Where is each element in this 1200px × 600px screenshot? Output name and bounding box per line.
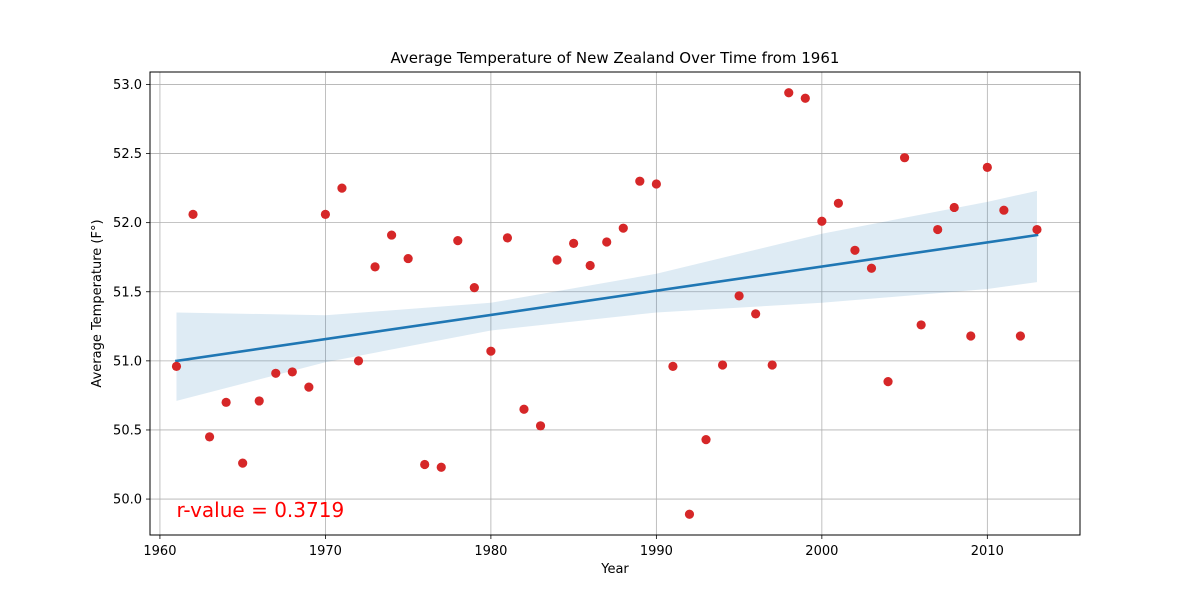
data-point — [618, 223, 628, 233]
data-point — [899, 153, 910, 163]
data-point — [850, 245, 860, 255]
data-point — [271, 368, 281, 378]
data-point — [1015, 331, 1026, 341]
data-point — [204, 432, 215, 442]
data-point — [403, 253, 413, 264]
x-tick-label: 1980 — [474, 544, 507, 559]
data-point — [585, 260, 595, 271]
data-point — [304, 382, 314, 392]
data-point — [966, 331, 976, 341]
y-tick-label: 53.0 — [113, 78, 142, 93]
data-point — [502, 233, 513, 243]
data-point — [982, 162, 992, 172]
x-tick-label: 1960 — [143, 544, 176, 559]
data-point — [602, 237, 612, 247]
y-tick-label: 50.5 — [113, 423, 142, 438]
chart-title: Average Temperature of New Zealand Over … — [391, 49, 840, 67]
data-point — [387, 230, 397, 240]
data-point — [866, 263, 877, 273]
plot-frame — [149, 71, 1081, 536]
data-point — [469, 283, 479, 293]
data-point — [784, 88, 794, 98]
data-point — [420, 459, 430, 470]
data-point — [916, 320, 926, 330]
data-point — [519, 404, 529, 414]
y-tick-label: 52.5 — [113, 147, 142, 162]
confidence-band — [176, 190, 1037, 401]
grid-lines — [150, 72, 1080, 535]
data-point — [436, 462, 446, 472]
data-point — [337, 183, 347, 193]
data-point — [949, 202, 959, 213]
x-tick-label: 1990 — [640, 544, 673, 559]
data-point — [320, 209, 331, 219]
y-tick-label: 52.0 — [113, 216, 142, 231]
data-point — [238, 458, 248, 468]
data-point — [188, 209, 198, 219]
data-point — [668, 361, 678, 371]
data-points-group — [171, 88, 1042, 519]
data-point — [221, 397, 231, 407]
x-tick-label: 2000 — [805, 544, 838, 559]
confidence-band-group — [176, 190, 1037, 401]
data-point — [486, 346, 496, 356]
data-point — [751, 309, 761, 319]
data-point — [684, 509, 695, 519]
data-point — [734, 291, 744, 301]
data-point — [933, 224, 943, 235]
data-point — [353, 356, 364, 366]
data-point — [370, 262, 380, 272]
data-point — [635, 176, 645, 186]
r-value-annotation: r-value = 0.3719 — [176, 498, 344, 522]
data-point — [817, 216, 827, 226]
data-point — [1032, 224, 1042, 235]
x-axis-label: Year — [600, 562, 629, 577]
x-tick-label: 1970 — [309, 544, 342, 559]
data-point — [767, 360, 777, 370]
data-point — [171, 361, 182, 371]
data-point — [800, 93, 810, 103]
data-point — [883, 376, 893, 387]
data-point — [651, 179, 661, 189]
data-point — [833, 198, 843, 208]
data-point — [453, 236, 463, 246]
x-axis-ticks: 1960 1970 1980 1990 2000 2010 — [143, 535, 1004, 559]
y-tick-label: 50.0 — [113, 493, 142, 508]
regression-line — [175, 233, 1039, 363]
data-point — [535, 421, 546, 431]
y-axis-label: Average Temperature (F°) — [90, 219, 105, 387]
y-tick-label: 51.0 — [113, 354, 142, 369]
data-point — [552, 255, 562, 265]
data-point — [717, 360, 728, 370]
data-point — [701, 435, 711, 445]
y-tick-label: 51.5 — [113, 285, 142, 300]
data-point — [999, 205, 1009, 215]
regression-line-group — [175, 233, 1039, 363]
data-point — [569, 238, 579, 248]
data-point — [254, 396, 264, 406]
x-tick-label: 2010 — [971, 544, 1004, 559]
data-point — [287, 367, 297, 377]
y-axis-ticks: 50.0 50.5 51.0 51.5 52.0 52.5 53.0 — [113, 78, 150, 508]
